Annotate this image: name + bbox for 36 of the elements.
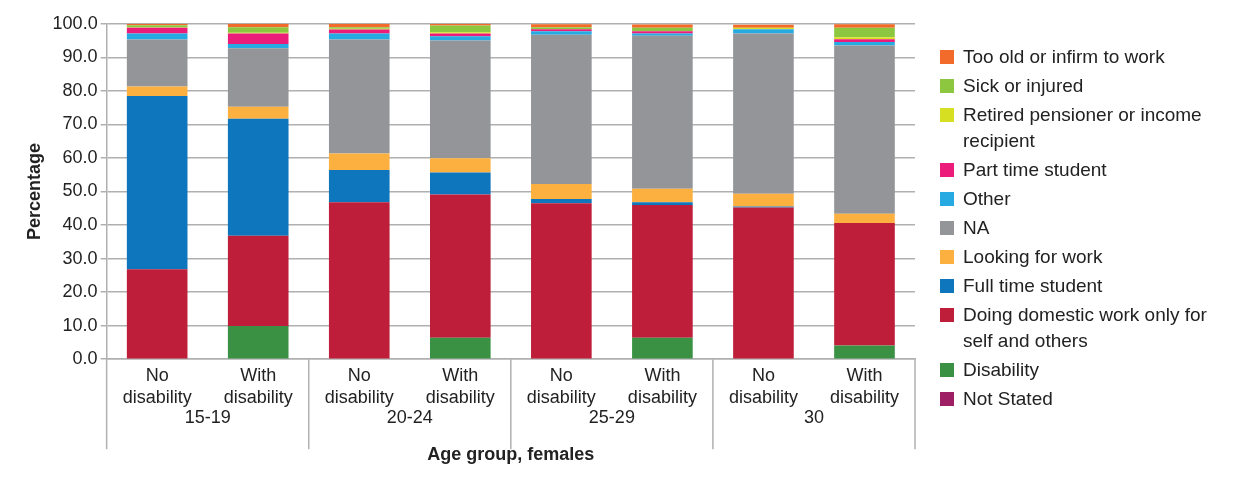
legend-label: Too old or infirm to work [963, 45, 1165, 69]
y-tick-label: 70.0 [62, 113, 98, 134]
legend-label: Part time student [963, 158, 1107, 182]
x-axis-title: Age group, females [427, 444, 595, 465]
text: 30 [803, 407, 824, 428]
x-tick-label: No disability [526, 364, 596, 407]
legend-label: Looking for work [963, 245, 1103, 269]
y-tick-label: 60.0 [62, 146, 98, 167]
x-tick-label: No disability [324, 364, 394, 407]
legend-label: Disability [963, 358, 1040, 382]
y-tick-label: 80.0 [62, 79, 98, 100]
x-tick-label: No disability [122, 364, 192, 407]
y-tick-label: 100.0 [52, 12, 98, 33]
y-tick-label: 30.0 [62, 247, 98, 268]
y-tick-label: 50.0 [62, 180, 98, 201]
legend-label: Retired pensioner or income recipient [963, 103, 1203, 153]
y-tick-label: 0.0 [72, 348, 98, 369]
x-tick-label: With disability [829, 364, 899, 407]
y-axis-title: Percentage [23, 142, 44, 241]
x-tick-label: With disability [627, 364, 697, 407]
text: 15-19 [184, 407, 231, 428]
y-tick-label: 90.0 [62, 46, 98, 67]
text: 25-29 [588, 407, 635, 428]
x-tick-label: No disability [728, 364, 798, 407]
x-tick-label: With disability [223, 364, 293, 407]
y-tick-label: 20.0 [62, 281, 98, 302]
legend-label: NA [963, 216, 990, 240]
legend-label: Sick or injured [963, 74, 1084, 98]
text: 20-24 [386, 407, 433, 428]
y-tick-label: 10.0 [62, 314, 98, 335]
legend-label: Doing domestic work only for self and others [963, 303, 1208, 353]
x-tick-label: With disability [425, 364, 495, 407]
legend-label: Not Stated [963, 387, 1053, 411]
y-tick-label: 40.0 [62, 214, 98, 235]
legend-label: Full time student [963, 274, 1103, 298]
legend-label: Other [963, 187, 1011, 211]
